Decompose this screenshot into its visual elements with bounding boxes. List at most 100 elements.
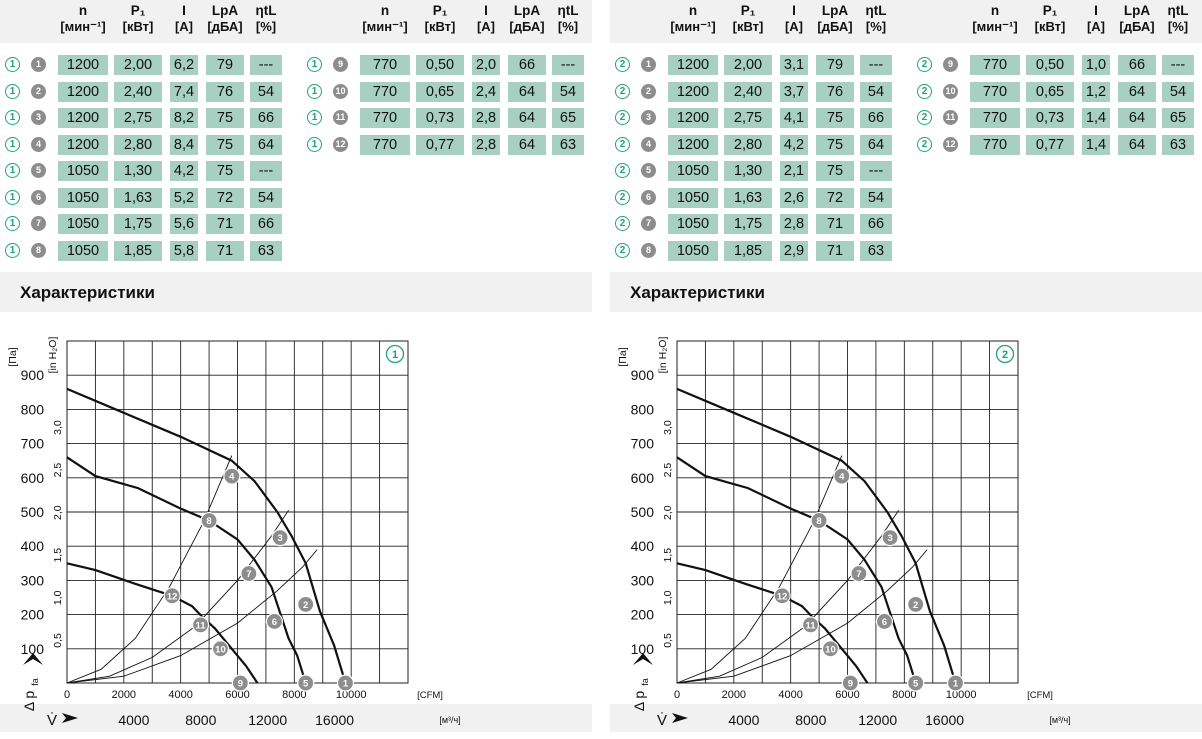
column-symbol: n (990, 3, 1000, 18)
table-cell: 54 (250, 187, 282, 208)
x-arrow-icon (62, 713, 78, 723)
y2-tick-label: 2,5 (662, 463, 674, 478)
table-row: 2 3 1200 2,75 4,1 75 66 (610, 108, 1202, 128)
table-cell: 72 (206, 187, 244, 208)
operating-point-label: 8 (816, 516, 821, 527)
y-tick-label: 900 (21, 367, 45, 383)
table-cell: --- (250, 161, 282, 181)
table-cell: 8,2 (170, 108, 198, 128)
column-header: ηtL [%] (246, 3, 286, 35)
table-row: 2 12 770 0,77 1,4 64 63 (610, 134, 1202, 155)
table-cell: 3,7 (780, 81, 808, 102)
x-tick-label: 2000 (112, 689, 136, 701)
x-tick-label: 6000 (225, 689, 249, 701)
operating-point (850, 564, 868, 583)
table-cell: 2,75 (114, 108, 162, 128)
table-cell: 1200 (58, 81, 108, 102)
table-cell: 54 (250, 81, 282, 102)
column-header: P₁ [кВт] (720, 3, 776, 35)
curve-marker: 9 (333, 57, 348, 72)
group-marker: 1 (5, 189, 20, 205)
y-tick-label: 800 (21, 401, 45, 417)
table-cell: 1,85 (114, 240, 162, 261)
table-cell: 0,50 (416, 55, 464, 75)
performance-chart: 1002003004005006007008009000,51,01,52,02… (0, 337, 592, 732)
table-row: 1 2 1200 2,40 7,4 76 54 (0, 81, 592, 102)
y-tick-label: 700 (631, 436, 655, 452)
table-cell: 1,30 (114, 161, 162, 181)
x-tick-label: 8000 (892, 689, 916, 701)
table-cell: 1050 (668, 214, 718, 234)
operating-point (297, 595, 315, 613)
table-row: 2 1 1200 2,00 3,1 79 --- (610, 55, 1202, 75)
table-cell: 64 (1118, 108, 1156, 128)
operating-point-label: 5 (303, 679, 309, 690)
x-axis-unit: [CFM] (417, 690, 443, 701)
operating-point (211, 640, 230, 658)
operating-point-label: 10 (215, 644, 226, 655)
column-symbol: LpA (821, 3, 849, 18)
table-cell: 75 (816, 108, 854, 128)
operating-point-label: 10 (825, 644, 836, 655)
operating-point-label: 5 (913, 679, 919, 690)
operating-point-label: 1 (343, 679, 349, 690)
curve-marker: 12 (333, 136, 348, 152)
curve-marker: 7 (31, 216, 46, 231)
y-arrow-icon (23, 653, 43, 665)
y-tick-label: 100 (631, 641, 655, 657)
x-tick-label: 10000 (946, 689, 977, 701)
x2-tick-label: 8000 (185, 712, 216, 728)
table-cell: 54 (552, 81, 584, 102)
x2-tick-label: 4000 (728, 712, 759, 728)
operating-point-label: 7 (856, 569, 861, 580)
x2-tick-label: 12000 (248, 712, 287, 728)
table-cell: 4,2 (170, 161, 198, 181)
system-curve (66, 455, 233, 684)
curve-marker: 10 (943, 83, 958, 99)
table-cell: 64 (508, 108, 546, 128)
table-cell: 1,30 (724, 161, 772, 181)
group-marker: 1 (307, 83, 322, 99)
table-cell: 2,8 (472, 108, 500, 128)
x-tick-label: 0 (64, 689, 70, 701)
table-cell: 66 (1118, 55, 1156, 75)
column-header: I [A] (468, 3, 504, 35)
operating-point-label: 11 (196, 620, 207, 631)
operating-point (801, 616, 820, 634)
table-cell: 1200 (58, 55, 108, 75)
table-cell: 1200 (668, 134, 718, 155)
y2-tick-label: 1,5 (662, 548, 674, 563)
x-tick-label: 6000 (835, 689, 859, 701)
table-cell: 63 (250, 240, 282, 261)
column-header: LpA [дБА] (1114, 3, 1160, 35)
operating-point-label: 4 (839, 472, 845, 483)
column-unit: [A] (1086, 19, 1106, 34)
table-cell: 8,4 (170, 134, 198, 155)
column-unit: [кВт] (424, 19, 456, 34)
operating-point (265, 612, 284, 631)
table-cell: 66 (508, 55, 546, 75)
operating-point-label: 8 (206, 516, 211, 527)
table-cell: 65 (552, 108, 584, 128)
group-marker: 2 (615, 136, 630, 152)
group-marker: 1 (5, 110, 20, 125)
operating-point (336, 674, 355, 692)
table-row: 2 8 1050 1,85 2,9 71 63 (610, 240, 1202, 261)
table-cell: 66 (250, 214, 282, 234)
group-badge (995, 344, 1015, 364)
column-symbol: n (380, 3, 390, 18)
x2-tick-label: 4000 (118, 712, 149, 728)
x-tick-label: 10000 (336, 689, 367, 701)
column-header: ηtL [%] (1158, 3, 1198, 35)
y-tick-label: 600 (21, 470, 45, 486)
column-symbol: I (792, 3, 796, 18)
table-cell: 65 (1162, 108, 1194, 128)
table-cell: 63 (1162, 134, 1194, 155)
column-header: P₁ [кВт] (412, 3, 468, 35)
table-row: 2 5 1050 1,30 2,1 75 --- (610, 161, 1202, 181)
operating-point-label: 6 (882, 617, 887, 628)
table-row: 1 8 1050 1,85 5,8 71 63 (0, 240, 592, 261)
y-tick-label: 800 (631, 401, 655, 417)
table-cell: 6,2 (170, 55, 198, 75)
group-marker: 2 (615, 163, 630, 178)
